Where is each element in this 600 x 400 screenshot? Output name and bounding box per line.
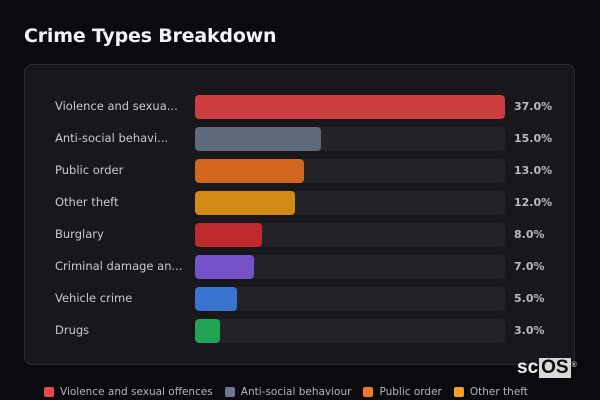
legend-label: Anti-social behaviour [240,386,352,398]
chart-card: Violence and sexua... 37.0% Anti-social … [24,64,575,365]
legend-swatch-icon [363,387,374,397]
registered-mark-icon: ® [571,362,577,369]
bar-row[interactable]: Drugs 3.0% [25,319,574,343]
scos-logo: sc OS ® [517,358,577,378]
legend-label: Violence and sexual offences [60,386,213,398]
bar-row[interactable]: Anti-social behavi... 15.0% [25,127,574,151]
legend-swatch-icon [224,387,235,397]
bar-track [195,159,505,183]
bar-value: 8.0% [514,228,545,241]
bar-fill [195,319,221,343]
bar-track [195,191,505,215]
bar-label: Vehicle crime [55,291,133,305]
legend-item[interactable]: Anti-social behaviour [224,386,352,398]
logo-right-text: OS [539,357,571,378]
bar-value: 3.0% [514,324,545,337]
legend-item[interactable]: Public order [363,386,442,398]
legend-item[interactable]: Other theft [453,386,528,398]
bar-value: 5.0% [514,292,545,305]
bar-row[interactable]: Public order 13.0% [25,159,574,183]
legend-item[interactable]: Violence and sexual offences [44,386,213,398]
legend-label: Public order [379,386,442,398]
bar-fill [195,127,321,151]
bar-track [195,319,505,343]
bar-label: Burglary [55,227,104,241]
bar-value: 12.0% [514,196,553,209]
bar-value: 7.0% [514,260,545,273]
bar-label: Drugs [55,323,90,337]
bar-label: Other theft [55,195,119,209]
bar-fill [195,95,505,119]
bar-value: 13.0% [514,164,553,177]
legend-label: Other theft [469,386,528,398]
bar-track [195,95,505,119]
chart-legend: Violence and sexual offences Anti-social… [44,386,528,398]
bar-fill [195,159,304,183]
bar-row[interactable]: Vehicle crime 5.0% [25,287,574,311]
bar-track [195,287,505,311]
bar-value: 15.0% [514,132,553,145]
bar-fill [195,287,237,311]
bar-track [195,255,505,279]
bar-track [195,223,505,247]
bar-label: Anti-social behavi... [55,131,169,145]
bar-value: 37.0% [514,100,553,113]
legend-swatch-icon [44,387,54,397]
page-title: Crime Types Breakdown [24,25,277,47]
bar-row[interactable]: Other theft 12.0% [25,191,574,215]
bar-row[interactable]: Criminal damage an... 7.0% [25,255,574,279]
legend-swatch-icon [453,387,464,397]
logo-left-text: sc [517,357,539,378]
bar-fill [195,223,262,247]
bar-label: Criminal damage an... [55,259,183,273]
bar-row[interactable]: Burglary 8.0% [25,223,574,247]
bar-label: Public order [55,163,124,177]
bar-row[interactable]: Violence and sexua... 37.0% [25,95,574,119]
bar-fill [195,191,296,215]
bar-fill [195,255,254,279]
bar-label: Violence and sexua... [55,99,178,113]
bar-track [195,127,505,151]
